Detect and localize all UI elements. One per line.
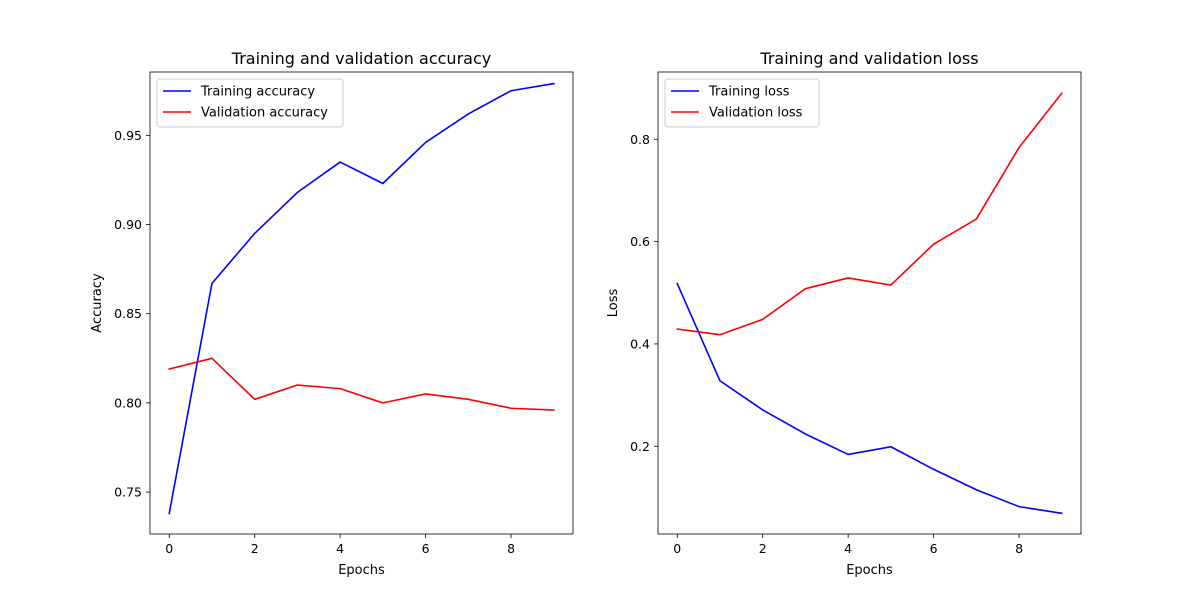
loss-legend: Training loss Validation loss <box>664 78 820 128</box>
loss-x-tick-label: 2 <box>759 541 767 556</box>
loss-x-tick-label: 4 <box>844 541 852 556</box>
accuracy-y-tick-label: 0.85 <box>114 306 142 321</box>
loss-y-tick-label: 0.2 <box>630 439 650 454</box>
loss-chart: Training and validation loss 0 2 4 6 8 0.2 0.4 0… <box>606 49 1082 578</box>
accuracy-series-line-validation <box>168 357 555 411</box>
loss-chart-title: Training and validation loss <box>759 49 978 68</box>
loss-y-tick-label: 0.8 <box>630 132 650 147</box>
accuracy-chart-title: Training and validation accuracy <box>231 49 491 68</box>
accuracy-x-tick-label: 2 <box>251 541 259 556</box>
loss-legend-label: Training loss <box>708 85 790 100</box>
loss-x-axis-label: Epochs <box>846 563 893 578</box>
loss-legend-box <box>664 78 820 128</box>
accuracy-legend-label: Validation accuracy <box>201 106 328 121</box>
accuracy-legend-label: Training accuracy <box>200 85 315 100</box>
loss-series-line-training <box>676 282 1063 515</box>
accuracy-y-tick-label: 0.95 <box>114 128 142 143</box>
accuracy-x-axis-label: Epochs <box>338 563 385 578</box>
loss-x-tick-label: 0 <box>673 541 681 556</box>
accuracy-legend: Training accuracy Validation accuracy <box>156 78 344 128</box>
loss-y-tick-label: 0.4 <box>630 336 650 351</box>
loss-x-tick-label: 6 <box>930 541 938 556</box>
accuracy-y-axis-label: Accuracy <box>90 273 105 333</box>
accuracy-y-tick-label: 0.75 <box>114 485 142 500</box>
accuracy-y-tick-label: 0.90 <box>114 217 142 232</box>
accuracy-x-tick-label: 0 <box>165 541 173 556</box>
accuracy-y-tick-label: 0.80 <box>114 395 142 410</box>
loss-plot-frame <box>657 71 1082 535</box>
accuracy-legend-box <box>156 78 344 128</box>
loss-y-axis-label: Loss <box>606 289 621 318</box>
accuracy-x-tick-label: 6 <box>422 541 430 556</box>
loss-legend-label: Validation loss <box>709 106 803 121</box>
accuracy-series-line-training <box>168 82 555 515</box>
accuracy-chart: Training and validation accuracy 0 2 4 6 8 0.7… <box>90 49 574 578</box>
accuracy-plot-frame <box>149 71 574 535</box>
loss-y-tick-label: 0.6 <box>630 234 650 249</box>
loss-x-tick-label: 8 <box>1015 541 1023 556</box>
loss-series-line-validation <box>676 92 1063 336</box>
accuracy-x-tick-label: 4 <box>336 541 344 556</box>
accuracy-x-tick-label: 8 <box>507 541 515 556</box>
